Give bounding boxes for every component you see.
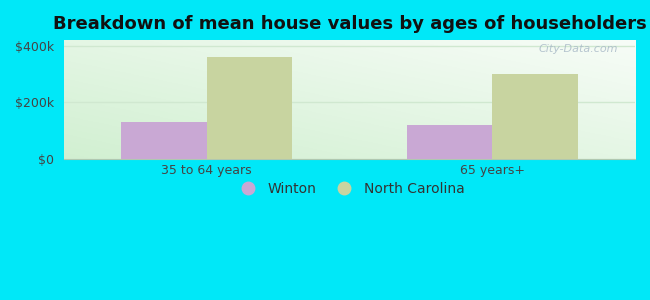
Title: Breakdown of mean house values by ages of householders: Breakdown of mean house values by ages o… xyxy=(53,15,646,33)
Bar xyxy=(207,57,292,159)
Bar xyxy=(406,125,492,159)
Bar xyxy=(121,122,207,159)
Legend: Winton, North Carolina: Winton, North Carolina xyxy=(229,177,470,202)
Bar xyxy=(492,74,578,159)
Text: City-Data.com: City-Data.com xyxy=(538,44,618,54)
